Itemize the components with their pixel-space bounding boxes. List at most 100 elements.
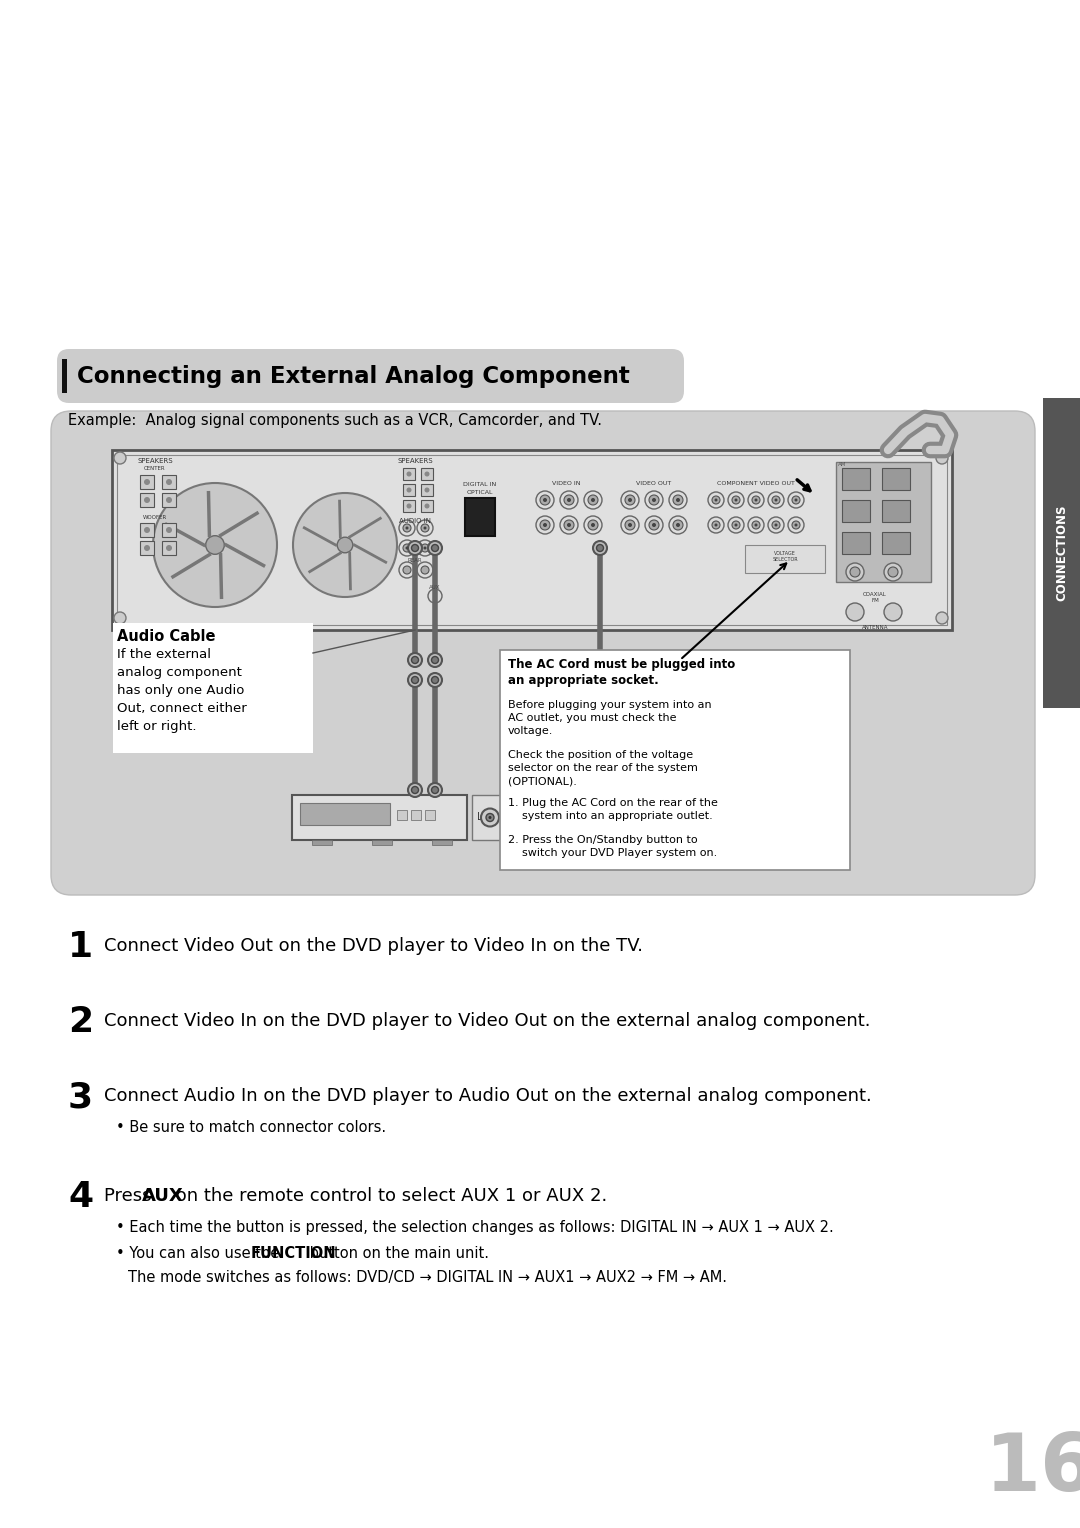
Circle shape [885,604,902,620]
Circle shape [423,527,427,530]
Circle shape [676,498,680,503]
Circle shape [645,490,663,509]
Circle shape [486,813,494,822]
Circle shape [768,492,784,507]
Circle shape [627,498,632,503]
Circle shape [676,523,680,527]
Bar [421,500,433,512]
Circle shape [564,520,573,530]
Circle shape [421,565,429,575]
Circle shape [432,544,438,552]
Circle shape [591,523,595,527]
Text: AUX: AUX [429,585,441,590]
Circle shape [166,497,172,503]
Bar [140,523,154,536]
Bar [113,623,313,753]
FancyBboxPatch shape [57,348,684,403]
Text: SPEAKERS: SPEAKERS [397,458,433,465]
Circle shape [403,524,411,532]
Circle shape [621,490,639,509]
Circle shape [411,544,419,552]
Circle shape [850,567,860,578]
Circle shape [114,613,126,623]
Circle shape [432,677,438,683]
Circle shape [752,521,760,529]
Bar [162,541,176,555]
Circle shape [768,516,784,533]
Circle shape [421,544,429,552]
Bar [162,523,176,536]
Bar [403,484,415,497]
Circle shape [728,516,744,533]
Bar [62,359,67,393]
Bar [140,475,154,489]
Circle shape [432,787,438,793]
Bar [372,840,392,845]
Text: VIDEO OUT: VIDEO OUT [584,718,620,723]
Circle shape [488,816,491,819]
Circle shape [885,562,902,581]
Text: L: L [477,813,483,822]
Circle shape [669,490,687,509]
Circle shape [432,657,438,663]
Circle shape [596,544,604,552]
Circle shape [649,520,659,530]
Circle shape [649,495,659,504]
Circle shape [712,497,720,504]
Circle shape [755,498,757,501]
Bar [842,500,870,523]
Circle shape [593,541,607,555]
Circle shape [428,652,442,668]
Circle shape [399,562,415,578]
Text: on the remote control to select AUX 1 or AUX 2.: on the remote control to select AUX 1 or… [170,1187,607,1206]
Circle shape [625,520,635,530]
Bar [842,532,870,555]
Circle shape [774,498,778,501]
Circle shape [755,524,757,527]
Circle shape [481,808,499,827]
Circle shape [732,497,740,504]
Bar [465,498,495,536]
Bar [745,545,825,573]
Circle shape [540,495,550,504]
Circle shape [424,504,430,509]
Circle shape [625,495,635,504]
Circle shape [424,487,430,492]
Circle shape [166,545,172,552]
Circle shape [540,520,550,530]
Circle shape [584,490,602,509]
Text: SPEAKERS: SPEAKERS [137,458,173,465]
Text: CENTER: CENTER [145,466,166,471]
Circle shape [788,516,804,533]
Text: • Each time the button is pressed, the selection changes as follows: DIGITAL IN : • Each time the button is pressed, the s… [116,1219,834,1235]
Circle shape [792,497,800,504]
Text: VOLTAGE
SELECTOR: VOLTAGE SELECTOR [772,552,798,562]
Bar [411,810,421,821]
Bar [300,804,390,825]
Text: Press: Press [104,1187,158,1206]
Bar [162,475,176,489]
Bar [140,494,154,507]
Bar [421,468,433,480]
Circle shape [621,516,639,533]
Bar [403,500,415,512]
Bar [426,810,435,821]
Circle shape [405,547,408,550]
Text: COMPONENT VIDEO OUT: COMPONENT VIDEO OUT [717,481,795,486]
Circle shape [591,498,595,503]
Circle shape [788,492,804,507]
Circle shape [584,516,602,533]
Circle shape [669,516,687,533]
Circle shape [752,497,760,504]
Circle shape [543,498,546,503]
Bar [472,795,532,840]
Text: AUX: AUX [141,1187,184,1206]
Circle shape [748,516,764,533]
Text: ANTENNA: ANTENNA [862,625,888,630]
Circle shape [403,565,411,575]
Bar [117,455,947,625]
Circle shape [772,497,780,504]
Text: • You can also use the: • You can also use the [116,1245,284,1261]
Circle shape [406,472,411,477]
Text: VIDEO OUT: VIDEO OUT [636,481,672,486]
